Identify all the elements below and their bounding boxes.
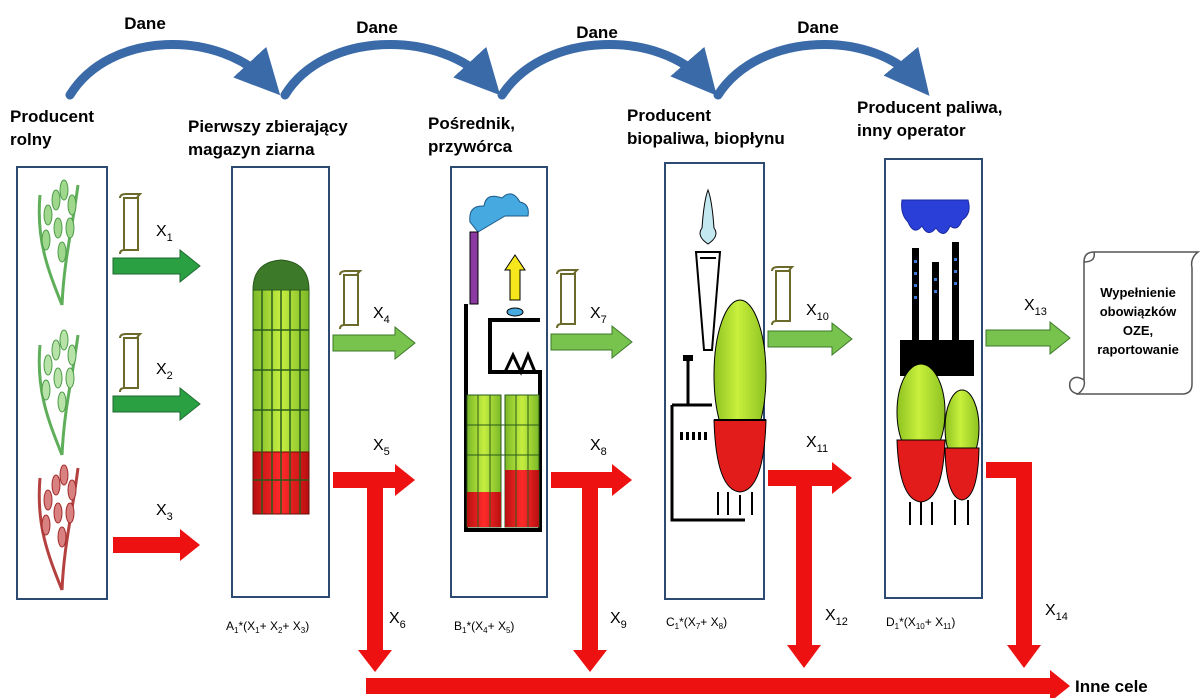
stage-title: Producent — [627, 106, 711, 125]
flow-label: X8 — [590, 437, 607, 458]
flow-arrows — [112, 248, 1071, 698]
factory-icon — [464, 193, 542, 532]
formula-c: C1*(X7+ X8) — [666, 615, 727, 631]
document-scroll-icon — [119, 193, 795, 393]
refinery-icon — [670, 188, 767, 522]
flow-label: X5 — [373, 437, 390, 458]
stage-boxes — [16, 158, 983, 600]
stage-title: Pierwszy zbierający — [188, 117, 348, 136]
data-label: Dane — [356, 18, 398, 37]
flow-label: X6 — [389, 610, 406, 631]
scroll-text: raportowanie — [1097, 342, 1179, 357]
flow-labels: X1 X2 X3 X4 X5 X6 X7 X8 X9 X10 X11 X12 X… — [156, 223, 1068, 631]
data-label: Dane — [797, 18, 839, 37]
formula-a: A1*(X1+ X2+ X3) — [226, 619, 309, 635]
wheat-icon — [37, 329, 80, 456]
flow-label: X13 — [1024, 297, 1047, 318]
flow-label: X9 — [610, 610, 627, 631]
flow-label: X10 — [806, 302, 829, 323]
flow-label: X3 — [156, 502, 173, 523]
flow-label: X1 — [156, 223, 173, 244]
stage-title: przywórca — [428, 137, 513, 156]
stage-title: Producent — [10, 107, 94, 126]
data-label: Dane — [124, 14, 166, 33]
wheat-icon — [37, 464, 80, 591]
flow-label: X12 — [825, 607, 848, 628]
stage-title: inny operator — [857, 121, 966, 140]
silo-icon — [252, 259, 310, 515]
flow-label: X11 — [806, 434, 828, 455]
data-arrows: Dane Dane Dane Dane — [65, 14, 930, 100]
reporting-scroll: Wypełnienie obowiązków OZE, raportowanie — [1068, 251, 1201, 395]
stage-titles: Producent rolny Pierwszy zbierający maga… — [10, 98, 1002, 159]
scroll-text: OZE, — [1123, 323, 1153, 338]
flow-label: X14 — [1045, 602, 1068, 623]
stage-title: biopaliwa, biopłynu — [627, 129, 785, 148]
stage-title: magazyn ziarna — [188, 140, 315, 159]
flow-label: X4 — [373, 305, 390, 326]
formula-b: B1*(X4+ X5) — [454, 619, 514, 635]
stage-title: rolny — [10, 130, 52, 149]
wheat-icon — [37, 179, 80, 306]
power-plant-icon — [896, 199, 980, 525]
stage-formulas: A1*(X1+ X2+ X3) B1*(X4+ X5) C1*(X7+ X8) … — [226, 615, 955, 635]
formula-d: D1*(X10+ X11) — [886, 615, 955, 631]
scroll-text: Wypełnienie — [1100, 285, 1176, 300]
document-scroll-icon — [1075, 251, 1201, 395]
flow-label: X2 — [156, 361, 173, 382]
flow-label: X7 — [590, 305, 607, 326]
data-label: Dane — [576, 23, 618, 42]
other-purposes-label: Inne cele — [1075, 677, 1148, 696]
stage-title: Producent paliwa, — [857, 98, 1002, 117]
stage-title: Pośrednik, — [428, 114, 515, 133]
scroll-text: obowiązków — [1100, 304, 1177, 319]
